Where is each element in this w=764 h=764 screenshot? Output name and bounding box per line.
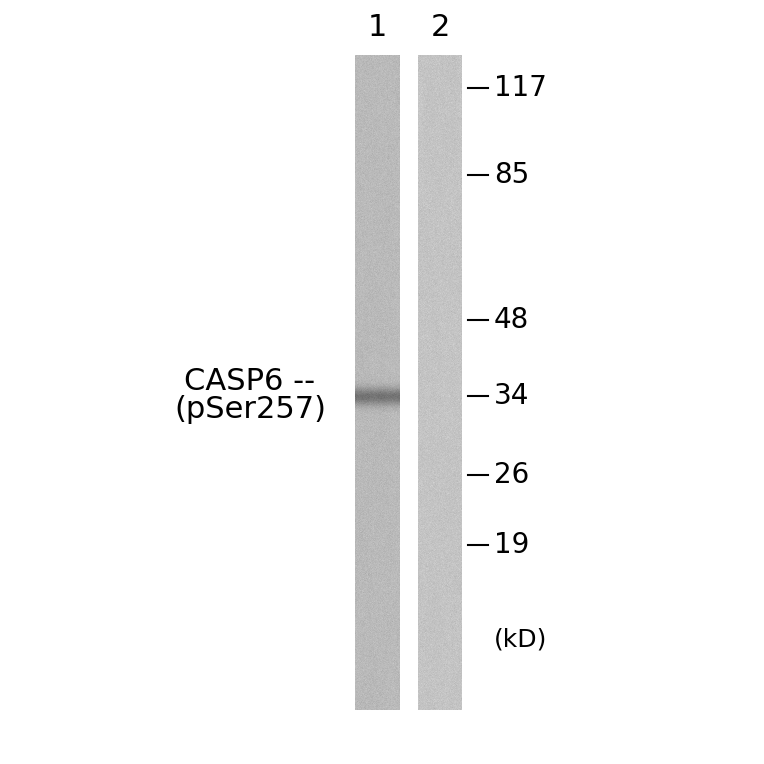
Text: CASP6 --: CASP6 -- [184, 367, 316, 396]
Text: 2: 2 [430, 14, 450, 43]
Text: (pSer257): (pSer257) [174, 394, 326, 423]
Text: 117: 117 [494, 74, 547, 102]
Text: 85: 85 [494, 161, 529, 189]
Text: 19: 19 [494, 531, 529, 559]
Text: 48: 48 [494, 306, 529, 334]
Text: (kD): (kD) [494, 628, 547, 652]
Text: 26: 26 [494, 461, 529, 489]
Text: 1: 1 [367, 14, 387, 43]
Text: 34: 34 [494, 382, 529, 410]
